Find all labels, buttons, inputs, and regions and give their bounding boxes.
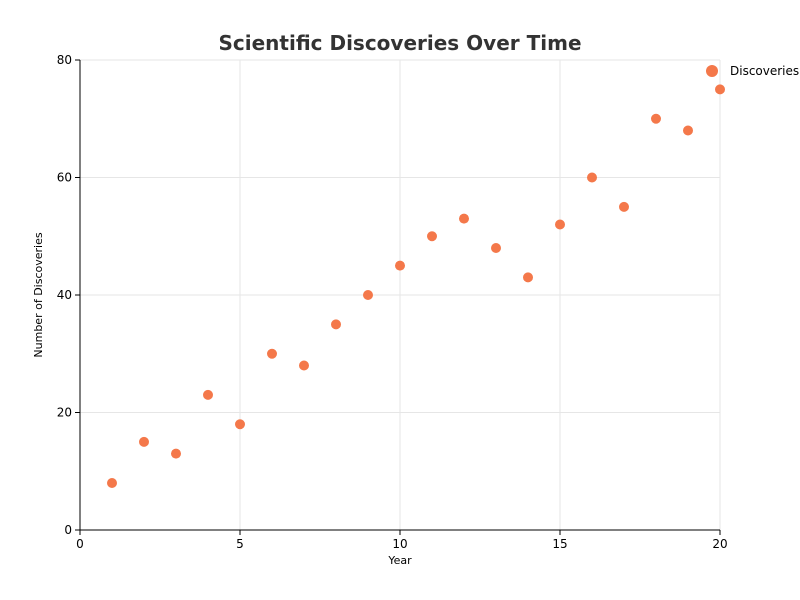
data-point[interactable] [587,172,597,183]
data-point[interactable] [427,231,437,242]
y-tick-label: 20 [57,406,72,420]
data-point[interactable] [395,260,405,271]
x-tick-label: 5 [236,537,244,551]
y-tick-label: 0 [64,523,72,537]
data-point[interactable] [107,478,117,488]
data-point[interactable] [235,419,245,430]
y-tick-label: 60 [57,171,72,185]
data-point[interactable] [459,213,469,224]
data-point[interactable] [139,436,149,447]
data-point[interactable] [171,448,181,459]
data-point[interactable] [331,319,341,330]
data-point[interactable] [523,272,533,283]
x-tick-label: 10 [392,537,407,551]
data-point[interactable] [203,389,213,400]
chart-title: Scientific Discoveries Over Time [218,31,581,55]
data-point[interactable] [715,84,725,95]
data-point[interactable] [363,290,373,300]
x-tick-label: 15 [552,537,567,551]
data-point[interactable] [491,243,501,253]
y-axis-label: Number of Discoveries [32,232,45,357]
data-point[interactable] [299,360,309,371]
x-axis-label: Year [387,554,412,567]
legend-marker [706,65,718,77]
tick-labels: 0 5 10 15 20 0 20 40 60 80 [57,53,728,551]
data-point[interactable] [555,219,565,230]
data-point[interactable] [619,201,629,212]
x-tick-label: 20 [712,537,727,551]
legend[interactable]: Discoveries [706,64,799,78]
data-point[interactable] [651,113,661,124]
data-points [107,84,725,488]
data-point[interactable] [683,125,693,136]
y-tick-label: 80 [57,53,72,67]
legend-label: Discoveries [730,64,799,78]
data-point[interactable] [267,348,277,359]
y-tick-label: 40 [57,288,72,302]
grid [79,59,721,531]
x-tick-label: 0 [76,537,84,551]
